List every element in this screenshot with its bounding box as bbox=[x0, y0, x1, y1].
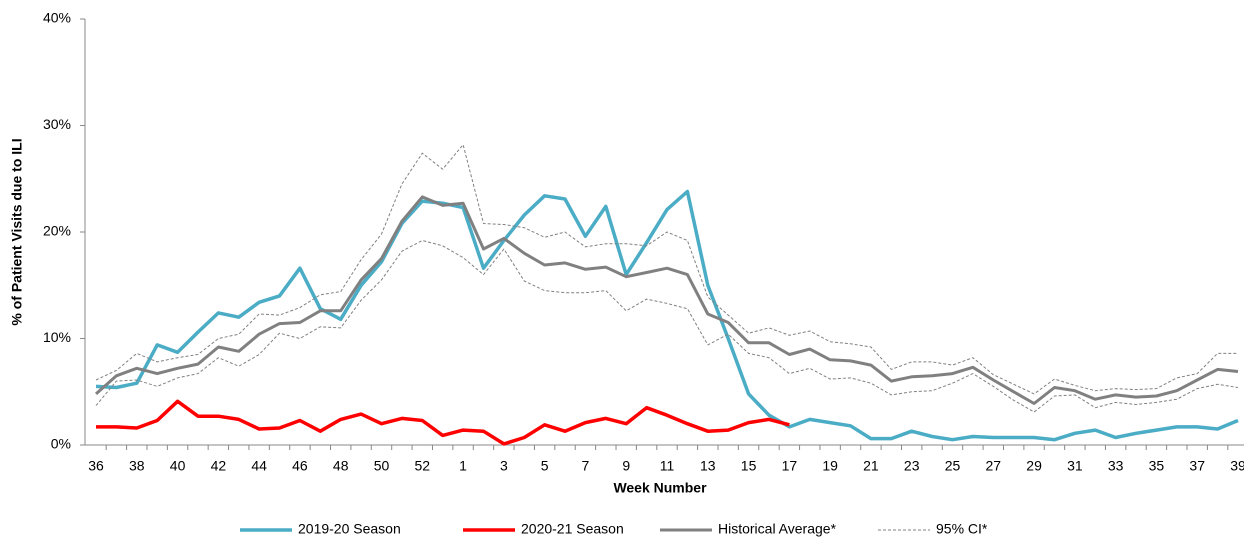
legend-label: 2019-20 Season bbox=[298, 521, 401, 537]
x-tick-label: 48 bbox=[333, 458, 349, 474]
x-tick-label: 29 bbox=[1026, 458, 1042, 474]
x-tick-label: 15 bbox=[741, 458, 757, 474]
legend-label: Historical Average* bbox=[718, 521, 837, 537]
y-tick-label: 10% bbox=[43, 329, 71, 345]
y-axis-label: % of Patient Visits due to ILI bbox=[9, 138, 25, 325]
x-tick-label: 3 bbox=[500, 458, 508, 474]
x-tick-label: 7 bbox=[582, 458, 590, 474]
x-tick-label: 42 bbox=[211, 458, 227, 474]
series-line bbox=[95, 189, 1239, 442]
x-tick-label: 17 bbox=[782, 458, 798, 474]
y-tick-label: 40% bbox=[43, 10, 71, 26]
x-tick-label: 19 bbox=[822, 458, 838, 474]
y-tick-label: 0% bbox=[51, 436, 71, 452]
ci-lower bbox=[95, 240, 1239, 413]
legend-label: 2020-21 Season bbox=[521, 521, 624, 537]
x-tick-label: 13 bbox=[700, 458, 716, 474]
x-tick-label: 11 bbox=[660, 458, 675, 474]
x-tick-label: 5 bbox=[541, 458, 549, 474]
y-tick-label: 20% bbox=[43, 223, 71, 239]
x-tick-label: 25 bbox=[945, 458, 961, 474]
legend-label: 95% CI* bbox=[936, 521, 988, 537]
y-tick-label: 30% bbox=[43, 116, 71, 132]
x-tick-label: 35 bbox=[1149, 458, 1165, 474]
x-tick-label: 40 bbox=[170, 458, 186, 474]
x-axis-label: Week Number bbox=[613, 480, 707, 496]
x-tick-label: 52 bbox=[414, 458, 430, 474]
series-line bbox=[95, 195, 1239, 405]
ci-upper bbox=[95, 144, 1238, 395]
x-tick-label: 50 bbox=[374, 458, 390, 474]
x-tick-label: 1 bbox=[459, 458, 467, 474]
x-tick-label: 33 bbox=[1108, 458, 1124, 474]
x-tick-label: 46 bbox=[292, 458, 308, 474]
x-tick-label: 31 bbox=[1067, 458, 1083, 474]
x-tick-label: 39 bbox=[1230, 458, 1244, 474]
series-line bbox=[96, 399, 790, 446]
x-tick-label: 37 bbox=[1189, 458, 1205, 474]
x-tick-label: 44 bbox=[251, 458, 267, 474]
x-tick-label: 23 bbox=[904, 458, 920, 474]
x-tick-label: 36 bbox=[88, 458, 104, 474]
x-tick-label: 38 bbox=[129, 458, 145, 474]
x-tick-label: 27 bbox=[985, 458, 1001, 474]
x-tick-label: 21 bbox=[863, 458, 879, 474]
x-tick-label: 9 bbox=[622, 458, 630, 474]
